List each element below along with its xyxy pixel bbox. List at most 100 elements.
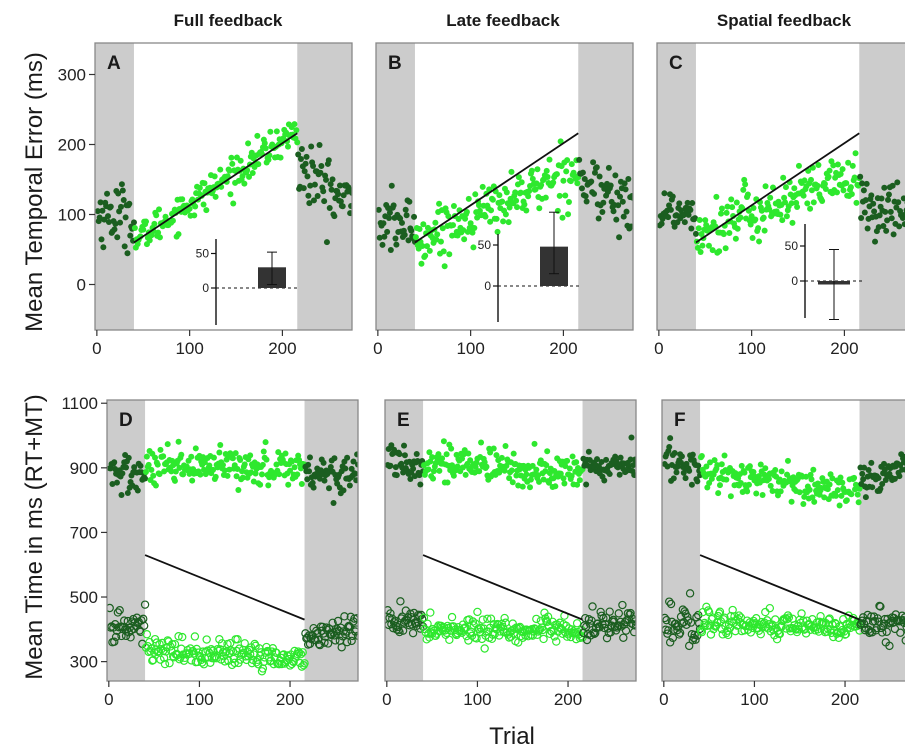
data-point-open <box>348 631 357 641</box>
data-point <box>99 207 106 214</box>
data-point <box>305 192 312 199</box>
data-point <box>819 198 826 205</box>
data-point-open <box>723 630 733 640</box>
data-point <box>671 223 678 230</box>
data-point <box>745 207 752 214</box>
data-point <box>523 471 530 478</box>
data-point <box>462 215 469 222</box>
data-point <box>293 127 300 134</box>
data-point-open <box>512 623 521 632</box>
data-point <box>882 208 889 215</box>
data-point <box>478 439 485 446</box>
data-point <box>845 159 852 166</box>
data-point <box>682 475 689 482</box>
data-point <box>118 181 125 188</box>
data-point <box>849 162 856 169</box>
data-point <box>737 214 744 221</box>
data-point <box>889 182 896 189</box>
data-point <box>171 477 178 484</box>
data-point-open <box>298 648 307 657</box>
data-point <box>467 457 474 464</box>
data-point-open <box>468 617 478 626</box>
data-point <box>517 189 524 196</box>
data-point-open <box>178 632 187 642</box>
data-point <box>470 244 477 251</box>
data-point <box>664 463 671 470</box>
data-point-open <box>662 613 669 623</box>
data-point <box>595 215 602 222</box>
data-point <box>200 454 207 461</box>
data-point-open <box>518 633 527 642</box>
panel-border <box>106 399 359 682</box>
data-point-open <box>352 614 358 623</box>
data-point <box>219 461 226 468</box>
data-point <box>588 178 595 185</box>
data-point-open <box>630 617 636 626</box>
data-point <box>732 235 739 242</box>
data-point-open <box>777 622 786 631</box>
data-point <box>533 466 540 473</box>
data-point <box>673 469 680 476</box>
data-point <box>540 476 547 483</box>
data-point <box>872 238 879 245</box>
data-point-open <box>487 634 497 644</box>
data-point <box>666 443 673 450</box>
data-point <box>826 167 833 174</box>
data-point-open <box>538 625 547 635</box>
data-point-open <box>197 658 207 667</box>
data-point <box>782 199 789 206</box>
data-point <box>857 173 864 180</box>
data-point <box>800 192 807 199</box>
data-point <box>843 180 850 187</box>
data-point-open <box>552 637 561 646</box>
data-point <box>387 462 394 469</box>
data-point <box>707 459 714 466</box>
data-point <box>583 198 590 205</box>
data-point <box>556 192 563 199</box>
data-point-open <box>715 607 725 616</box>
data-point <box>113 479 120 486</box>
data-point <box>716 248 723 255</box>
data-point-open <box>600 623 609 633</box>
data-point <box>749 234 756 241</box>
x-tick-label: 0 <box>382 690 391 709</box>
data-point <box>330 499 337 506</box>
data-point-open <box>614 609 623 618</box>
data-point <box>745 481 752 488</box>
data-point <box>628 223 633 230</box>
target-line <box>414 132 579 244</box>
data-point <box>433 236 440 243</box>
data-point <box>224 472 231 479</box>
data-point <box>694 478 701 485</box>
data-point <box>124 250 131 257</box>
data-point <box>860 187 867 194</box>
data-point <box>349 189 352 196</box>
data-point <box>843 497 850 504</box>
data-point <box>439 225 446 232</box>
x-tick-label: 0 <box>659 690 668 709</box>
data-point <box>152 454 159 461</box>
data-point <box>192 445 199 452</box>
data-point-open <box>315 640 325 650</box>
data-point <box>119 187 126 194</box>
data-point <box>496 192 503 199</box>
data-point <box>544 448 551 455</box>
data-point <box>320 188 327 195</box>
data-point-open <box>749 616 758 626</box>
data-point <box>487 218 494 225</box>
data-point <box>834 161 841 168</box>
data-point <box>869 484 876 491</box>
data-point <box>569 453 576 460</box>
data-point-open <box>240 639 249 648</box>
data-point <box>596 173 603 180</box>
data-point <box>723 209 730 216</box>
data-point <box>746 463 753 470</box>
data-point <box>605 164 612 171</box>
data-point <box>875 224 882 231</box>
data-point-open <box>827 628 836 638</box>
data-point-open <box>605 607 614 616</box>
data-point <box>562 463 569 470</box>
data-point <box>239 474 246 481</box>
panel-plot-area <box>107 400 358 681</box>
data-point <box>488 207 495 214</box>
